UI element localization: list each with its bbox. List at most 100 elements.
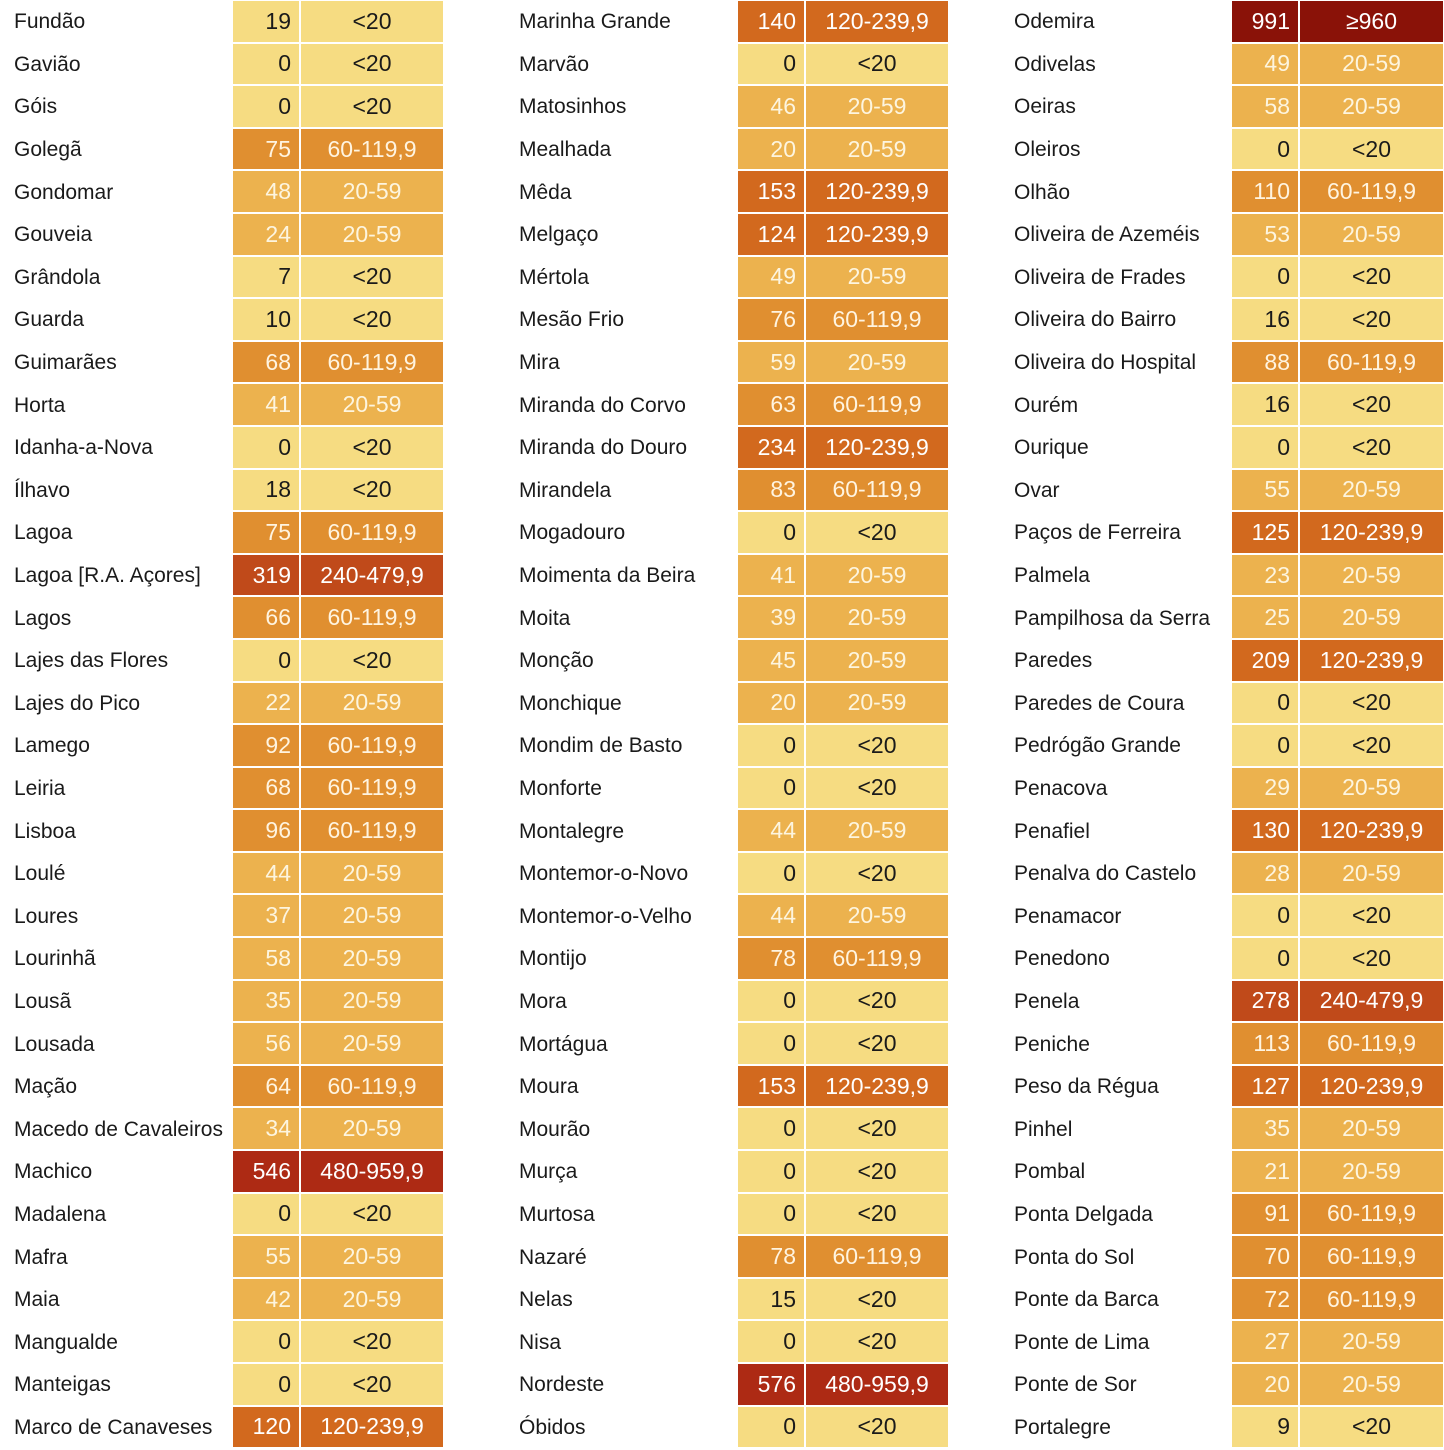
incidence-value-cell: 41 [738, 554, 806, 598]
incidence-value-cell: 234 [738, 426, 806, 470]
incidence-value-cell: 0 [1232, 938, 1300, 981]
incidence-range-cell: <20 [1300, 895, 1443, 939]
table-row: Grândola 7 <20 [0, 256, 443, 300]
incidence-range-cell: <20 [1300, 426, 1443, 470]
incidence-value-cell: 576 [738, 1364, 806, 1407]
incidence-range-cell: <20 [301, 43, 443, 87]
incidence-value-cell: 16 [1232, 299, 1300, 342]
incidence-value-cell: 78 [738, 1236, 806, 1279]
incidence-range-cell: <20 [301, 299, 443, 342]
table-row: Lourinhã 58 20-59 [0, 938, 443, 981]
incidence-range-cell: <20 [806, 767, 948, 811]
municipality-name: Idanha-a-Nova [14, 436, 153, 460]
incidence-value-cell: 0 [738, 1406, 806, 1450]
incidence-value-cell: 153 [738, 1065, 806, 1109]
municipality-name: Murça [519, 1160, 578, 1184]
municipality-name: Olhão [1014, 180, 1071, 204]
incidence-range-cell: 20-59 [301, 895, 443, 939]
incidence-value-cell: 10 [233, 299, 301, 342]
incidence-value-cell: 0 [233, 1364, 301, 1407]
municipality-name: Ponte da Barca [1014, 1288, 1159, 1312]
incidence-range-cell: 480-959,9 [301, 1151, 443, 1194]
table-row: Fundão 19 <20 [0, 1, 443, 44]
table-row: Idanha-a-Nova 0 <20 [0, 426, 443, 470]
municipality-name: Mogadouro [519, 521, 626, 545]
table-row: Oliveira de Frades 0 <20 [1000, 256, 1443, 300]
table-row: Matosinhos 46 20-59 [505, 86, 948, 129]
incidence-value-cell: 991 [1232, 1, 1300, 44]
table-row: Montemor-o-Velho 44 20-59 [505, 895, 948, 939]
municipality-name: Oliveira do Bairro [1014, 308, 1177, 332]
municipality-name: Lajes das Flores [14, 649, 169, 673]
incidence-range-cell: 60-119,9 [1300, 1236, 1443, 1279]
municipality-name: Pampilhosa da Serra [1014, 606, 1211, 630]
municipality-name: Ponta Delgada [1014, 1202, 1153, 1226]
table-row: Mourão 0 <20 [505, 1108, 948, 1152]
municipality-name: Paredes de Coura [1014, 691, 1185, 715]
incidence-range-cell: 20-59 [301, 682, 443, 726]
municipality-name: Marvão [519, 52, 590, 76]
table-row: Mora 0 <20 [505, 980, 948, 1024]
incidence-value-cell: 0 [233, 426, 301, 470]
municipality-name: Leiria [14, 776, 66, 800]
incidence-range-cell: 20-59 [806, 597, 948, 640]
incidence-range-cell: 120-239,9 [301, 1406, 443, 1450]
incidence-value-cell: 66 [233, 597, 301, 640]
incidence-range-cell: 120-239,9 [806, 171, 948, 214]
incidence-range-cell: <20 [1300, 938, 1443, 981]
table-row: Ourique 0 <20 [1000, 426, 1443, 470]
municipality-name: Penacova [1014, 776, 1108, 800]
municipality-name: Gouveia [14, 223, 93, 247]
incidence-value-cell: 49 [738, 256, 806, 300]
incidence-range-cell: <20 [806, 852, 948, 896]
table-row: Lisboa 96 60-119,9 [0, 810, 443, 853]
incidence-value-cell: 68 [233, 767, 301, 811]
incidence-range-cell: <20 [301, 639, 443, 683]
incidence-value-cell: 113 [1232, 1023, 1300, 1066]
incidence-range-cell: 60-119,9 [806, 1236, 948, 1279]
municipality-name: Mourão [519, 1117, 591, 1141]
municipality-name: Portalegre [1014, 1415, 1111, 1439]
incidence-value-cell: 120 [233, 1406, 301, 1450]
municipality-name: Guarda [14, 308, 85, 332]
municipality-name: Machico [14, 1160, 93, 1184]
incidence-value-cell: 0 [738, 980, 806, 1024]
incidence-range-cell: 20-59 [806, 682, 948, 726]
municipality-name: Lisboa [14, 819, 76, 843]
incidence-value-cell: 48 [233, 171, 301, 214]
incidence-value-cell: 44 [738, 810, 806, 853]
municipality-name: Mértola [519, 265, 590, 289]
municipality-name: Penela [1014, 989, 1080, 1013]
municipality-name: Odemira [1014, 10, 1095, 34]
incidence-value-cell: 23 [1232, 554, 1300, 598]
incidence-value-cell: 28 [1232, 852, 1300, 896]
table-row: Mação 64 60-119,9 [0, 1065, 443, 1109]
municipality-name: Lagos [14, 606, 72, 630]
incidence-value-cell: 58 [233, 938, 301, 981]
table-row: Góis 0 <20 [0, 86, 443, 129]
table-row: Ponte de Lima 27 20-59 [1000, 1321, 1443, 1364]
table-row: Loulé 44 20-59 [0, 852, 443, 896]
incidence-range-cell: 60-119,9 [806, 299, 948, 342]
incidence-value-cell: 0 [1232, 682, 1300, 726]
table-row: Óbidos 0 <20 [505, 1406, 948, 1450]
incidence-range-cell: 120-239,9 [1300, 512, 1443, 555]
table-row: Peniche 113 60-119,9 [1000, 1023, 1443, 1066]
table-row: Horta 41 20-59 [0, 384, 443, 427]
incidence-range-cell: 60-119,9 [806, 384, 948, 427]
table-row: Mangualde 0 <20 [0, 1321, 443, 1364]
table-row: Penacova 29 20-59 [1000, 767, 1443, 811]
incidence-value-cell: 0 [738, 725, 806, 768]
incidence-range-cell: <20 [806, 43, 948, 87]
incidence-range-cell: <20 [301, 256, 443, 300]
incidence-value-cell: 41 [233, 384, 301, 427]
table-row: Peso da Régua 127 120-239,9 [1000, 1065, 1443, 1109]
municipality-name: Nelas [519, 1288, 573, 1312]
incidence-value-cell: 68 [233, 341, 301, 385]
table-row: Oliveira do Hospital 88 60-119,9 [1000, 341, 1443, 385]
incidence-range-cell: 240-479,9 [1300, 980, 1443, 1024]
municipality-name: Penafiel [1014, 819, 1090, 843]
table-row: Paços de Ferreira 125 120-239,9 [1000, 512, 1443, 555]
municipality-name: Montemor-o-Novo [519, 862, 689, 886]
municipality-name: Melgaço [519, 223, 599, 247]
